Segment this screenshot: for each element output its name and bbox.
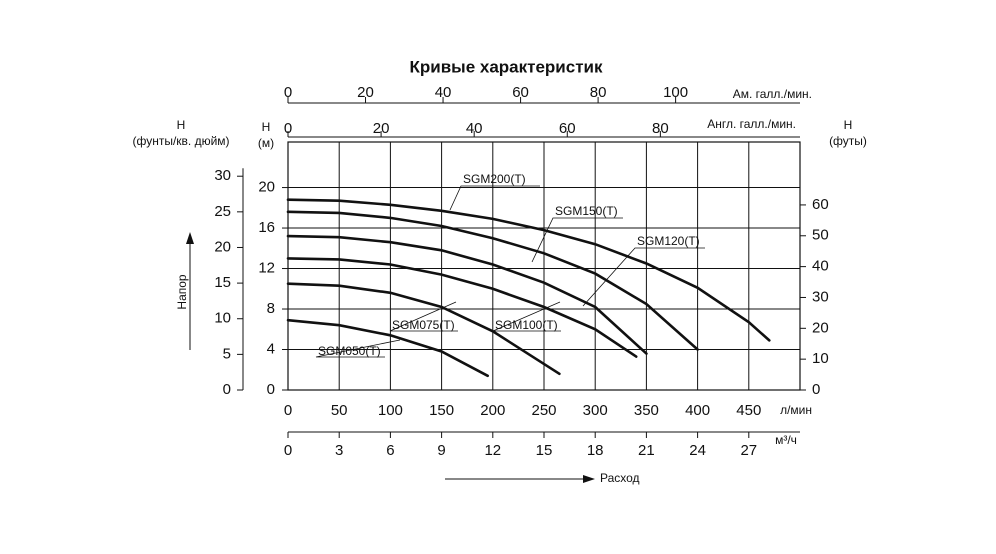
tick-label: 6 <box>386 442 394 459</box>
leader-line <box>582 247 705 307</box>
legend-label: SGM050(T) <box>318 344 381 358</box>
leader-line <box>531 217 623 263</box>
x-tick-label: 350 <box>634 402 659 419</box>
tick-label: 15 <box>214 274 231 291</box>
x-tick-label: 450 <box>736 402 761 419</box>
y-tick-label: 12 <box>258 259 275 276</box>
y-tick-label: 4 <box>267 340 275 357</box>
tick-label: 24 <box>689 442 706 459</box>
axis-label: м³/ч <box>775 433 797 447</box>
tick-label: 27 <box>740 442 757 459</box>
y-axis-label: H <box>262 120 271 134</box>
axis-label: H <box>177 118 186 132</box>
curve <box>286 257 638 358</box>
tick-label: 30 <box>812 288 829 305</box>
y-axis-label: (м) <box>258 136 274 150</box>
tick-label: 30 <box>214 167 231 184</box>
tick-label: 60 <box>812 196 829 213</box>
tick-label: 80 <box>590 84 607 101</box>
curve <box>286 282 561 376</box>
y-tick-label: 8 <box>267 300 275 317</box>
head-label: Напор <box>175 274 189 310</box>
tick-label: 100 <box>663 84 688 101</box>
curve <box>286 318 489 378</box>
tick-label: 21 <box>638 442 655 459</box>
leader-line <box>449 185 540 211</box>
tick-label: 0 <box>284 84 292 101</box>
tick-label: 5 <box>223 345 231 362</box>
axis-label: Англ. галл./мин. <box>707 117 796 131</box>
arrow-head <box>583 475 595 483</box>
y-tick-label: 16 <box>258 219 275 236</box>
x-tick-label: 200 <box>480 402 505 419</box>
tick-label: 3 <box>335 442 343 459</box>
tick-label: 0 <box>812 381 820 398</box>
tick-label: 10 <box>812 350 829 367</box>
x-tick-label: 250 <box>531 402 556 419</box>
x-tick-label: 150 <box>429 402 454 419</box>
leader-line <box>315 339 401 358</box>
x-tick-label: 300 <box>583 402 608 419</box>
x-tick-label: 400 <box>685 402 710 419</box>
tick-label: 50 <box>812 227 829 244</box>
axis-label: Ам. галл./мин. <box>733 87 812 101</box>
tick-label: 80 <box>652 120 669 137</box>
y-tick-label: 0 <box>267 381 275 398</box>
axis-label: (футы) <box>829 134 867 148</box>
tick-label: 12 <box>484 442 501 459</box>
tick-label: 0 <box>223 381 231 398</box>
x-tick-label: 0 <box>284 402 292 419</box>
tick-label: 40 <box>435 84 452 101</box>
tick-label: 0 <box>284 120 292 137</box>
tick-label: 0 <box>284 442 292 459</box>
tick-label: 20 <box>373 120 390 137</box>
legend-label: SGM150(T) <box>555 204 618 218</box>
tick-label: 40 <box>466 120 483 137</box>
curve <box>286 198 771 342</box>
chart-title: Кривые характеристик <box>410 57 603 76</box>
axis-label: H <box>844 118 853 132</box>
legend-label: SGM120(T) <box>637 234 700 248</box>
leader-line <box>492 301 561 332</box>
tick-label: 9 <box>437 442 445 459</box>
tick-label: 18 <box>587 442 604 459</box>
tick-label: 15 <box>536 442 553 459</box>
tick-label: 10 <box>214 310 231 327</box>
curve <box>286 210 699 351</box>
arrow-head <box>186 232 194 244</box>
axis-label: (фунты/кв. дюйм) <box>132 134 229 148</box>
tick-label: 60 <box>559 120 576 137</box>
x-tick-label: 100 <box>378 402 403 419</box>
leader-line <box>389 301 458 332</box>
legend-label: SGM200(T) <box>463 172 526 186</box>
tick-label: 20 <box>812 319 829 336</box>
tick-label: 20 <box>214 238 231 255</box>
y-tick-label: 20 <box>258 179 275 196</box>
x-tick-label: 50 <box>331 402 348 419</box>
flow-label: Расход <box>600 471 640 485</box>
curve <box>286 234 648 355</box>
tick-label: 40 <box>812 258 829 275</box>
tick-label: 60 <box>512 84 529 101</box>
tick-label: 25 <box>214 203 231 220</box>
legend-label: SGM075(T) <box>392 318 455 332</box>
legend-label: SGM100(T) <box>495 318 558 332</box>
tick-label: 20 <box>357 84 374 101</box>
x-axis-label: л/мин <box>780 403 812 417</box>
